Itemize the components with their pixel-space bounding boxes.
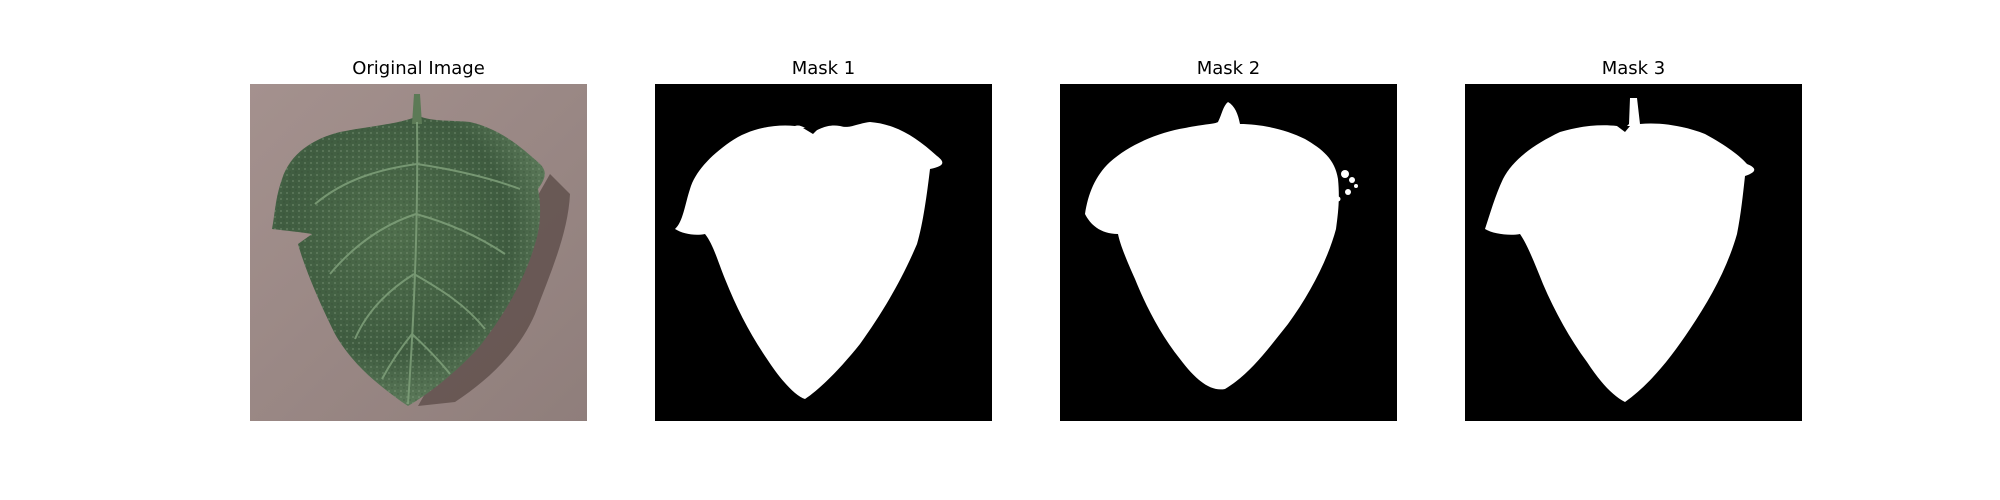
panel-mask-3: Mask 3 <box>1465 0 1802 500</box>
mask-2-image <box>1060 84 1397 421</box>
panel-title: Mask 2 <box>1196 58 1261 79</box>
original-leaf-photo <box>250 84 587 421</box>
mask-1-image <box>655 84 992 421</box>
panel-original-image: Original Image <box>250 0 587 500</box>
panel-title: Original Image <box>352 58 485 79</box>
panel-title: Mask 1 <box>791 58 856 79</box>
panel-mask-1: Mask 1 <box>655 0 992 500</box>
panel-title: Mask 3 <box>1601 58 1666 79</box>
panel-mask-2: Mask 2 <box>1060 0 1397 500</box>
mask-3-image <box>1465 84 1802 421</box>
